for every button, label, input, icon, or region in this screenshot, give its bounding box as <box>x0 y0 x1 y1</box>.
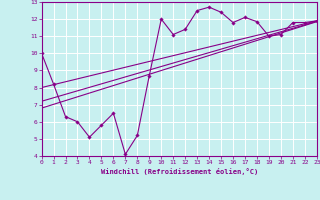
X-axis label: Windchill (Refroidissement éolien,°C): Windchill (Refroidissement éolien,°C) <box>100 168 258 175</box>
